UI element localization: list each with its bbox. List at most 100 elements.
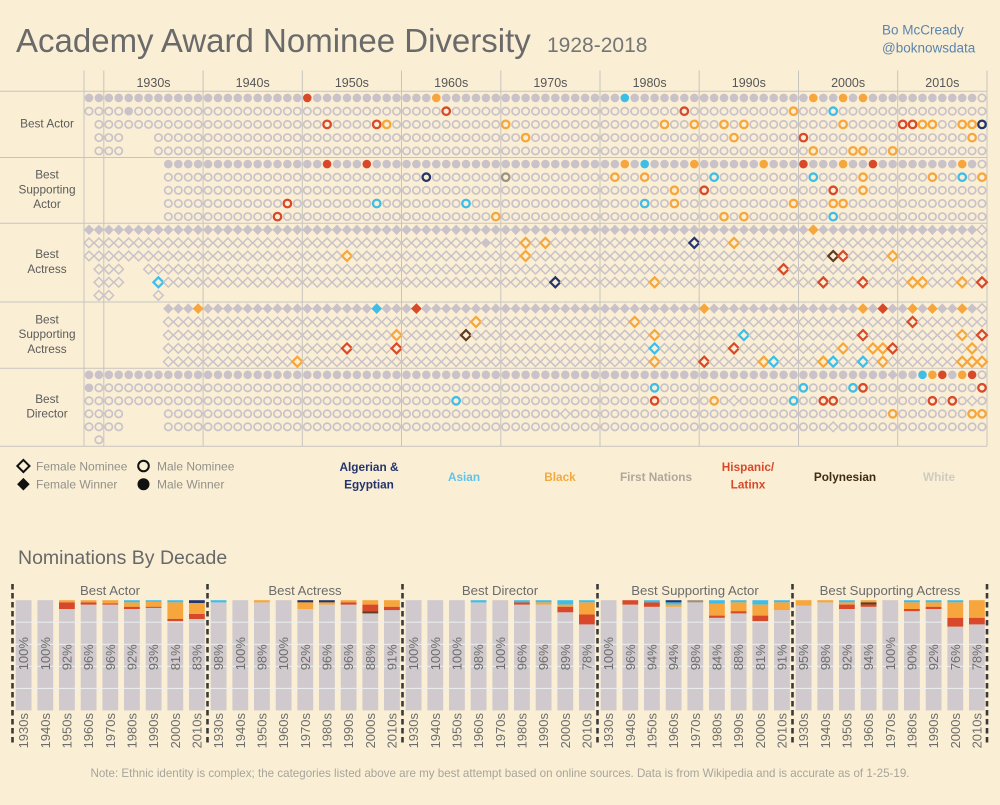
svg-text:@boknowsdata: @boknowsdata bbox=[882, 41, 976, 56]
svg-text:1950s: 1950s bbox=[449, 713, 464, 749]
svg-text:Female Winner: Female Winner bbox=[36, 477, 117, 491]
svg-text:100%: 100% bbox=[16, 637, 31, 671]
svg-text:100%: 100% bbox=[38, 637, 53, 671]
svg-text:1940s: 1940s bbox=[623, 713, 638, 749]
svg-text:1990s: 1990s bbox=[341, 713, 356, 749]
svg-text:2010s: 2010s bbox=[925, 76, 959, 90]
svg-text:1950s: 1950s bbox=[644, 713, 659, 749]
svg-text:100%: 100% bbox=[449, 637, 464, 671]
svg-text:90%: 90% bbox=[904, 644, 919, 670]
svg-text:1960s: 1960s bbox=[81, 713, 96, 749]
svg-text:Black: Black bbox=[544, 470, 576, 484]
svg-text:100%: 100% bbox=[493, 637, 508, 671]
svg-text:1990s: 1990s bbox=[926, 713, 941, 749]
svg-text:2010s: 2010s bbox=[189, 713, 204, 749]
svg-text:1940s: 1940s bbox=[38, 713, 53, 749]
svg-text:1950s: 1950s bbox=[59, 713, 74, 749]
svg-text:100%: 100% bbox=[601, 637, 616, 671]
svg-text:2010s: 2010s bbox=[969, 713, 984, 749]
svg-text:White: White bbox=[923, 470, 956, 484]
svg-text:1980s: 1980s bbox=[633, 76, 667, 90]
svg-text:1930s: 1930s bbox=[601, 713, 616, 749]
svg-text:78%: 78% bbox=[969, 644, 984, 670]
svg-text:2010s: 2010s bbox=[579, 713, 594, 749]
svg-text:Best: Best bbox=[35, 247, 59, 261]
svg-text:94%: 94% bbox=[861, 644, 876, 670]
svg-text:Asian: Asian bbox=[448, 470, 480, 484]
svg-text:Bo McCready: Bo McCready bbox=[882, 23, 964, 38]
svg-text:100%: 100% bbox=[406, 637, 421, 671]
svg-text:96%: 96% bbox=[81, 644, 96, 670]
svg-text:88%: 88% bbox=[731, 644, 746, 670]
svg-text:1960s: 1960s bbox=[471, 713, 486, 749]
svg-text:Best Supporting Actress: Best Supporting Actress bbox=[820, 583, 961, 598]
svg-text:Director: Director bbox=[26, 407, 67, 421]
svg-text:91%: 91% bbox=[774, 644, 789, 670]
svg-text:2000s: 2000s bbox=[948, 713, 963, 749]
svg-text:First Nations: First Nations bbox=[620, 470, 693, 484]
svg-text:92%: 92% bbox=[839, 644, 854, 670]
svg-text:Best: Best bbox=[35, 312, 59, 326]
svg-text:91%: 91% bbox=[384, 644, 399, 670]
svg-text:Actor: Actor bbox=[33, 197, 61, 211]
svg-text:100%: 100% bbox=[883, 637, 898, 671]
svg-text:Polynesian: Polynesian bbox=[814, 470, 876, 484]
svg-text:1970s: 1970s bbox=[103, 713, 118, 749]
svg-text:Actress: Actress bbox=[27, 342, 66, 356]
svg-text:1980s: 1980s bbox=[319, 713, 334, 749]
svg-text:Male Winner: Male Winner bbox=[157, 477, 224, 491]
svg-text:Actress: Actress bbox=[27, 262, 66, 276]
svg-text:92%: 92% bbox=[926, 644, 941, 670]
svg-text:Female Nominee: Female Nominee bbox=[36, 459, 128, 473]
svg-text:2010s: 2010s bbox=[384, 713, 399, 749]
svg-text:1990s: 1990s bbox=[731, 713, 746, 749]
svg-text:Egyptian: Egyptian bbox=[344, 478, 394, 492]
svg-text:1940s: 1940s bbox=[428, 713, 443, 749]
svg-text:76%: 76% bbox=[948, 644, 963, 670]
svg-text:98%: 98% bbox=[818, 644, 833, 670]
svg-text:1980s: 1980s bbox=[904, 713, 919, 749]
svg-text:Best: Best bbox=[35, 168, 59, 182]
svg-text:Academy Award Nominee Diversit: Academy Award Nominee Diversity bbox=[16, 22, 531, 59]
svg-text:1960s: 1960s bbox=[666, 713, 681, 749]
svg-text:96%: 96% bbox=[103, 644, 118, 670]
svg-text:81%: 81% bbox=[168, 644, 183, 670]
svg-text:94%: 94% bbox=[666, 644, 681, 670]
svg-text:2000s: 2000s bbox=[753, 713, 768, 749]
svg-text:92%: 92% bbox=[298, 644, 313, 670]
svg-text:92%: 92% bbox=[59, 644, 74, 670]
svg-text:1930s: 1930s bbox=[406, 713, 421, 749]
svg-text:100%: 100% bbox=[233, 637, 248, 671]
svg-text:98%: 98% bbox=[254, 644, 269, 670]
svg-text:1928-2018: 1928-2018 bbox=[547, 34, 647, 57]
svg-text:96%: 96% bbox=[319, 644, 334, 670]
svg-text:Note: Ethnic identity is compl: Note: Ethnic identity is complex; the ca… bbox=[90, 767, 909, 780]
svg-text:1980s: 1980s bbox=[514, 713, 529, 749]
svg-text:1970s: 1970s bbox=[493, 713, 508, 749]
svg-text:98%: 98% bbox=[471, 644, 486, 670]
svg-text:1930s: 1930s bbox=[136, 76, 170, 90]
svg-text:Best: Best bbox=[35, 392, 59, 406]
svg-text:Male Nominee: Male Nominee bbox=[157, 459, 235, 473]
svg-text:1970s: 1970s bbox=[533, 76, 567, 90]
svg-text:88%: 88% bbox=[363, 644, 378, 670]
svg-text:Best Actress: Best Actress bbox=[268, 583, 342, 598]
svg-text:Latinx: Latinx bbox=[731, 478, 766, 492]
svg-text:1960s: 1960s bbox=[434, 76, 468, 90]
svg-text:94%: 94% bbox=[644, 644, 659, 670]
svg-text:1940s: 1940s bbox=[818, 713, 833, 749]
svg-text:1980s: 1980s bbox=[124, 713, 139, 749]
svg-text:1960s: 1960s bbox=[861, 713, 876, 749]
svg-text:100%: 100% bbox=[276, 637, 291, 671]
svg-text:96%: 96% bbox=[514, 644, 529, 670]
svg-text:96%: 96% bbox=[623, 644, 638, 670]
svg-text:1970s: 1970s bbox=[688, 713, 703, 749]
svg-text:1980s: 1980s bbox=[709, 713, 724, 749]
svg-text:93%: 93% bbox=[146, 644, 161, 670]
svg-text:1990s: 1990s bbox=[732, 76, 766, 90]
svg-text:Best Actor: Best Actor bbox=[80, 583, 141, 598]
svg-text:98%: 98% bbox=[211, 644, 226, 670]
svg-text:78%: 78% bbox=[579, 644, 594, 670]
svg-text:1930s: 1930s bbox=[211, 713, 226, 749]
svg-text:1940s: 1940s bbox=[236, 76, 270, 90]
